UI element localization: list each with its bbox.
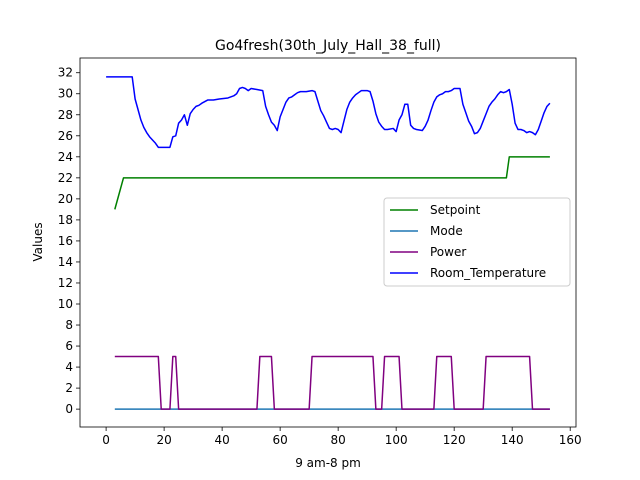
- x-tick-label: 120: [443, 433, 466, 447]
- x-tick-label: 20: [156, 433, 171, 447]
- y-axis-label: Values: [31, 222, 45, 261]
- chart-title: Go4fresh(30th_July_Hall_38_full): [215, 38, 441, 54]
- y-tick-label: 12: [58, 276, 73, 290]
- legend-entry: Setpoint: [430, 203, 481, 217]
- axes-frame: [79, 57, 577, 428]
- legend: Setpoint Mode Power Room_Temperature: [383, 197, 571, 287]
- y-tick-label: 8: [65, 318, 73, 332]
- legend-entry: Mode: [430, 224, 463, 238]
- y-tick-label: 0: [65, 402, 73, 416]
- series-line-power: [114, 355, 550, 410]
- y-tick-label: 4: [65, 360, 73, 374]
- y-tick-label: 32: [58, 66, 73, 80]
- x-tick-label: 0: [102, 433, 110, 447]
- y-tick-label: 28: [58, 108, 73, 122]
- y-tick-label: 14: [58, 255, 73, 269]
- plot-area: [106, 76, 551, 410]
- x-axis-label: 9 am-8 pm: [295, 456, 361, 470]
- y-tick-label: 10: [58, 297, 73, 311]
- y-tick-label: 26: [58, 129, 73, 143]
- legend-entry: Power: [430, 245, 466, 259]
- x-tick-label: 140: [501, 433, 524, 447]
- x-tick-label: 100: [385, 433, 408, 447]
- y-tick-label: 30: [58, 87, 73, 101]
- x-tick-label: 60: [272, 433, 287, 447]
- legend-entry: Room_Temperature: [430, 266, 546, 280]
- x-tick-label: 40: [214, 433, 229, 447]
- y-tick-label: 20: [58, 192, 73, 206]
- y-tick-label: 22: [58, 171, 73, 185]
- y-tick-label: 2: [65, 381, 73, 395]
- series-line-setpoint: [114, 156, 550, 210]
- y-tick-label: 6: [65, 339, 73, 353]
- legend-box: [383, 197, 571, 287]
- series-line-room-temperature: [106, 76, 551, 149]
- y-tick-label: 24: [58, 150, 73, 164]
- y-tick-label: 18: [58, 213, 73, 227]
- x-tick-label: 160: [559, 433, 582, 447]
- x-axis: 0 20 40 60 80 100 120 140 160: [102, 427, 582, 447]
- x-tick-label: 80: [331, 433, 346, 447]
- y-tick-label: 16: [58, 234, 73, 248]
